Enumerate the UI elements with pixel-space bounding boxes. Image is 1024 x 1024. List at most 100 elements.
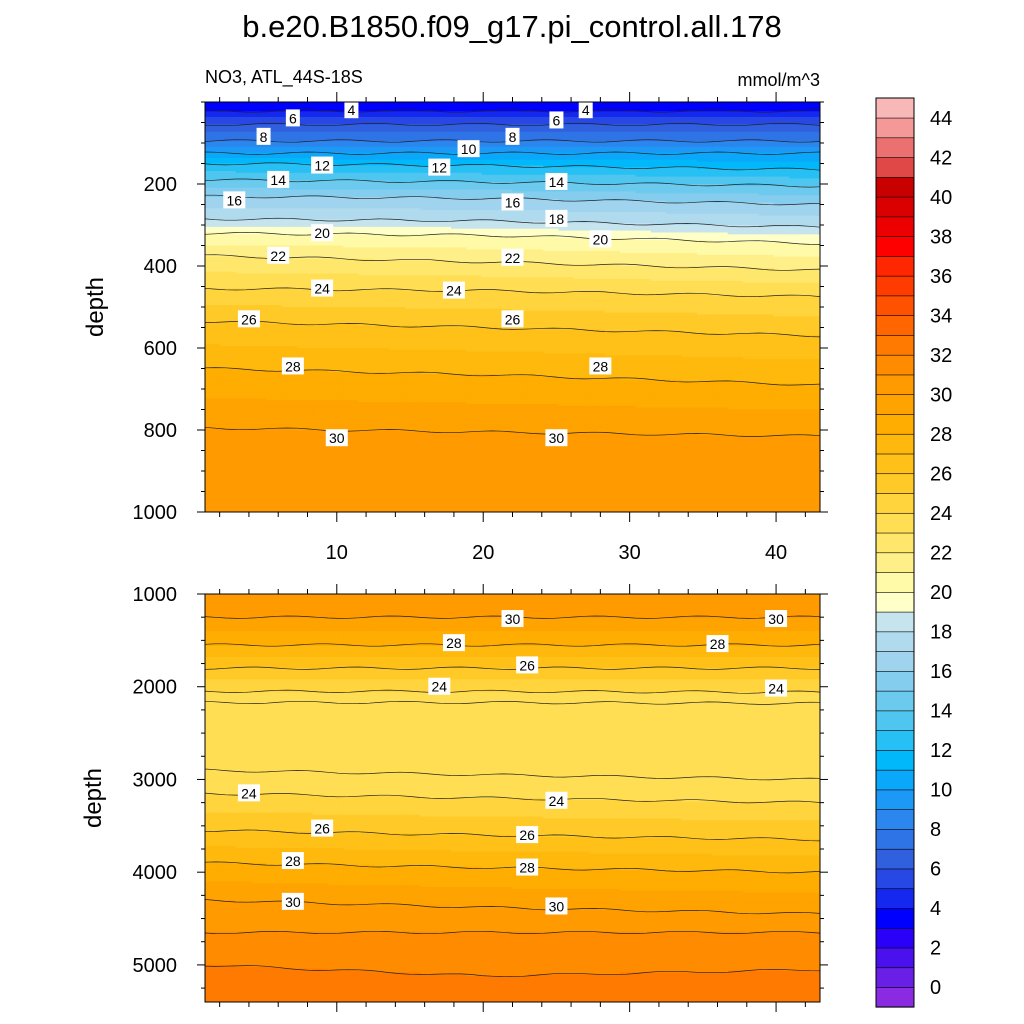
field-cell (281, 241, 298, 245)
field-cell (251, 340, 268, 344)
field-cell (205, 377, 221, 381)
field-cell (281, 223, 298, 226)
field-cell (527, 420, 544, 424)
field-cell (220, 144, 237, 148)
field-cell (389, 469, 406, 472)
field-cell (527, 256, 544, 260)
field-cell (497, 169, 514, 172)
field-cell (358, 456, 375, 459)
field-cell (527, 353, 544, 357)
field-cell (220, 431, 237, 435)
field-cell (297, 400, 314, 403)
field-cell (466, 180, 483, 183)
field-cell (235, 418, 252, 422)
field-cell (297, 243, 314, 247)
field-cell (220, 241, 237, 245)
field-cell (527, 200, 544, 204)
field-cell (220, 411, 237, 414)
field-cell (481, 491, 498, 494)
field-cell (281, 228, 298, 232)
field-cell (481, 107, 498, 111)
field-cell (281, 143, 298, 146)
field-cell (404, 338, 421, 342)
field-cell (205, 118, 221, 122)
field-cell (481, 476, 498, 480)
field-cell (205, 303, 221, 306)
field-cell (343, 167, 360, 170)
field-cell (481, 387, 498, 390)
field-cell (266, 469, 283, 472)
field-cell (343, 489, 360, 493)
field-cell (481, 405, 498, 409)
field-cell (481, 137, 498, 140)
field-cell (404, 478, 421, 481)
field-cell (220, 295, 237, 299)
field-cell (266, 457, 283, 461)
field-cell (404, 275, 421, 278)
field-cell (404, 163, 421, 166)
field-cell (205, 307, 221, 310)
field-cell (220, 439, 237, 442)
field-cell (466, 245, 483, 248)
field-cell (466, 370, 483, 373)
field-cell (389, 200, 406, 204)
field-cell (527, 448, 544, 452)
field-cell (220, 252, 237, 256)
field-cell (205, 234, 221, 237)
field-cell (205, 204, 221, 207)
field-cell (527, 143, 544, 146)
field-cell (451, 113, 467, 116)
field-cell (497, 129, 514, 133)
field-cell (205, 459, 221, 463)
field-cell (220, 187, 237, 191)
field-cell (374, 163, 391, 166)
field-cell (358, 450, 375, 453)
field-cell (328, 226, 344, 230)
field-cell (251, 279, 268, 282)
field-cell (374, 392, 391, 396)
field-cell (404, 312, 421, 316)
field-cell (328, 113, 344, 116)
field-cell (404, 105, 421, 109)
field-cell (404, 443, 421, 446)
field-cell (251, 238, 268, 241)
field-cell (527, 351, 544, 355)
field-cell (466, 482, 483, 485)
field-cell (389, 230, 406, 234)
field-cell (435, 353, 452, 357)
field-cell (266, 407, 283, 411)
field-cell (404, 288, 421, 291)
field-cell (420, 437, 437, 440)
field-cell (435, 463, 452, 467)
field-cell (266, 325, 283, 329)
field-cell (358, 234, 375, 237)
field-cell (358, 333, 375, 336)
field-cell (481, 504, 498, 508)
field-cell (481, 357, 498, 360)
field-cell (281, 387, 298, 390)
field-cell (451, 234, 467, 237)
field-cell (358, 215, 375, 219)
field-cell (512, 467, 529, 470)
field-cell (251, 327, 268, 330)
field-cell (420, 176, 437, 180)
field-cell (251, 331, 268, 334)
field-cell (420, 428, 437, 431)
field-cell (512, 389, 529, 392)
field-cell (435, 103, 452, 107)
field-cell (328, 416, 344, 420)
field-cell (328, 359, 344, 362)
field-cell (343, 256, 360, 260)
field-cell (389, 187, 406, 191)
field-cell (420, 402, 437, 405)
field-cell (481, 422, 498, 426)
field-cell (481, 295, 498, 299)
field-cell (527, 232, 544, 235)
field-cell (312, 277, 329, 280)
field-cell (497, 500, 514, 504)
field-cell (512, 128, 529, 131)
field-cell (358, 307, 375, 310)
field-cell (481, 254, 498, 258)
field-cell (512, 156, 529, 159)
field-cell (328, 396, 344, 399)
